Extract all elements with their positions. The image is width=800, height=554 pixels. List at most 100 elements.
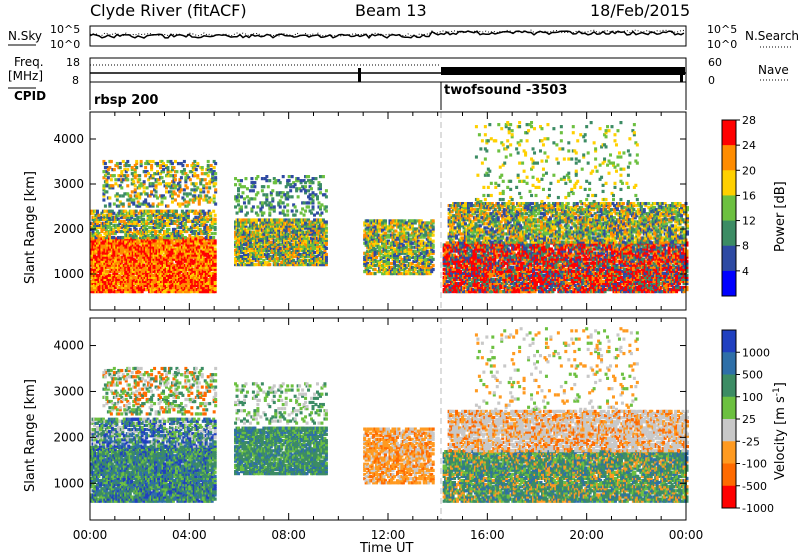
data-cell	[176, 279, 180, 284]
data-cell	[91, 279, 95, 284]
data-cell	[116, 235, 120, 240]
data-cell	[196, 161, 200, 166]
data-cell	[125, 247, 129, 251]
data-cell	[315, 211, 319, 215]
data-cell	[214, 161, 218, 166]
data-cell	[146, 277, 150, 282]
data-cell	[289, 189, 293, 193]
data-cell	[292, 258, 296, 263]
data-cell	[183, 235, 187, 240]
data-cell	[124, 277, 128, 282]
data-cell	[180, 253, 184, 257]
data-cell	[178, 184, 182, 188]
data-cell	[194, 215, 198, 219]
data-cell	[260, 189, 264, 193]
freq-left-tick-bottom: 8	[72, 74, 79, 87]
data-cell	[210, 245, 214, 249]
data-cell	[147, 172, 151, 176]
data-cell	[154, 190, 158, 194]
data-cell	[287, 179, 291, 183]
data-cell	[160, 283, 164, 288]
data-cell	[152, 267, 156, 271]
data-cell	[165, 259, 169, 263]
data-cell	[207, 257, 211, 261]
data-cell	[142, 285, 146, 290]
data-cell	[152, 281, 156, 286]
data-cell	[152, 285, 156, 290]
data-cell	[324, 205, 328, 209]
data-cell	[201, 255, 205, 259]
data-cell	[176, 275, 180, 279]
data-cell	[400, 219, 404, 223]
data-cell	[101, 243, 105, 247]
data-cell	[239, 185, 243, 189]
data-cell	[109, 178, 113, 182]
data-cell	[128, 287, 132, 292]
data-cell	[154, 239, 158, 243]
data-cell	[118, 243, 122, 247]
data-cell	[173, 159, 177, 164]
data-cell	[209, 163, 213, 168]
data-cell	[97, 239, 101, 243]
data-cell	[171, 263, 175, 267]
data-cell	[104, 247, 108, 251]
data-cell	[163, 265, 167, 269]
data-cell	[103, 204, 107, 208]
data-cell	[167, 241, 171, 245]
data-cell	[213, 253, 217, 257]
data-cell	[182, 159, 186, 164]
data-cell	[130, 209, 134, 213]
data-cell	[310, 211, 314, 215]
data-cell	[260, 201, 264, 205]
data-cell	[304, 185, 308, 189]
data-cell	[178, 202, 182, 206]
data-cell	[184, 200, 188, 204]
data-cell	[162, 168, 166, 172]
data-cell	[318, 175, 322, 179]
data-cell	[213, 213, 217, 217]
data-cell	[188, 233, 192, 238]
date-title: 18/Feb/2015	[590, 1, 690, 20]
data-cell	[242, 197, 246, 201]
data-cell	[115, 269, 119, 273]
data-cell	[182, 168, 186, 172]
data-cell	[180, 233, 184, 238]
data-cell	[112, 283, 116, 288]
data-cell	[213, 287, 217, 292]
data-cell	[161, 261, 165, 265]
data-cell	[194, 168, 198, 172]
data-cell	[206, 163, 210, 168]
data-cell	[139, 255, 143, 259]
data-cell	[192, 243, 196, 247]
data-cell	[265, 175, 269, 179]
data-cell	[213, 281, 217, 286]
data-cell	[159, 182, 163, 186]
cpid-program-2: twofsound -3503	[444, 83, 567, 98]
data-cell	[120, 170, 124, 174]
data-cell	[280, 218, 284, 222]
data-cell	[200, 178, 204, 182]
data-cell	[131, 287, 135, 292]
data-cell	[193, 159, 197, 164]
data-cell	[287, 218, 291, 222]
data-cell	[183, 247, 187, 251]
data-cell	[113, 259, 117, 263]
data-cell	[167, 227, 171, 232]
data-cell	[109, 159, 113, 164]
data-cell	[183, 271, 187, 275]
data-cell	[121, 269, 125, 273]
data-cell	[163, 196, 167, 200]
data-cell	[253, 181, 257, 185]
data-cell	[176, 161, 180, 166]
data-cell	[146, 247, 150, 251]
data-cell	[191, 263, 195, 267]
data-cell	[239, 179, 243, 183]
data-cell	[124, 265, 128, 269]
data-cell	[116, 239, 120, 243]
data-cell	[324, 252, 328, 257]
data-cell	[200, 172, 204, 176]
data-cell	[115, 273, 119, 277]
data-cell	[130, 190, 134, 194]
data-cell	[149, 271, 153, 275]
data-cell	[302, 201, 306, 205]
